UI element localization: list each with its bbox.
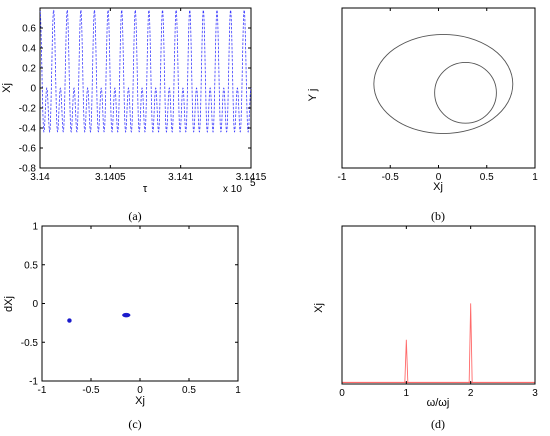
panel-b-caption: (b) [431, 209, 445, 223]
panel-d-xtick-label: 3 [532, 388, 538, 399]
panel-a-ylabel: Xj [1, 83, 13, 93]
panel-a-axes-frame [39, 7, 252, 169]
panel-c-xtick-label: -1 [38, 385, 47, 396]
panel-a-xtick-label: 3.1415 [236, 172, 267, 183]
panel-c-ytick-label: 1 [32, 222, 38, 233]
panel-c-xtick-label: 0.5 [182, 385, 196, 396]
panel-c-point-cluster [122, 312, 131, 318]
panel-b-series-group [373, 33, 514, 135]
panel-c-xtick-label: 0 [137, 385, 143, 396]
panel-d-xlabel: ω/ωj [427, 397, 450, 409]
panel-a-caption: (a) [128, 209, 141, 223]
panel-d-ylabel: Xj [313, 303, 325, 313]
panel-d-caption: (d) [431, 417, 445, 431]
panel-a-ytick-label: -0.8 [19, 164, 37, 175]
panel-a-xtick-label: 3.14 [30, 172, 50, 183]
panel-c-caption: (c) [128, 417, 141, 431]
panel-a: 3.14 3.1405 3.141 3.1415 0.6 0.4 0.2 0 -0.2 -0.4… [1, 7, 267, 223]
panel-b-inner-loop [434, 61, 497, 124]
panel-c-ytick-label: -0.5 [21, 338, 39, 349]
panel-a-series-group [39, 8, 252, 133]
panel-c-series-group [67, 312, 131, 323]
panel-a-ytick-label: 0 [30, 84, 36, 95]
panel-d-axes-frame [341, 225, 536, 385]
panel-d-series-group [342, 303, 535, 384]
panel-b-xlabel: Xj [433, 181, 443, 193]
panel-c-point-cluster [67, 318, 72, 323]
panel-a-ytick-label: 0.2 [22, 64, 36, 75]
panel-b-xtick-label: 0 [436, 172, 442, 183]
panel-d-xtick-label: 1 [404, 388, 410, 399]
panel-b-xtick-label: 0.5 [480, 172, 494, 183]
panel-d-xtick-label: 0 [339, 388, 345, 399]
panel-b-xtick-label: -0.5 [382, 172, 400, 183]
panel-c-axes-frame [41, 225, 239, 382]
panel-c-ytick-label: 0 [32, 299, 38, 310]
panel-b-xtick-label: -1 [338, 172, 347, 183]
panel-a-ytick-label: -0.4 [19, 124, 37, 135]
panel-a-ytick-label: 0.6 [22, 24, 36, 35]
panel-a-xtick-label: 3.141 [168, 172, 193, 183]
panel-d-xtick-label: 2 [468, 388, 474, 399]
panel-d-peak [404, 339, 409, 383]
panel-a-xtick-label: 3.1405 [95, 172, 126, 183]
panel-b-xtick-label: 1 [532, 172, 538, 183]
panel-c-ytick-label: 0.5 [24, 260, 38, 271]
panel-c-xtick-label: -0.5 [82, 385, 100, 396]
panel-a-x-multiplier-exponent: 5 [250, 178, 256, 189]
panel-c-xtick-label: 1 [235, 385, 241, 396]
panel-b-axes-frame [341, 7, 536, 169]
panel-a-ytick-group: 0.6 0.4 0.2 0 -0.2 -0.4 -0.6 -0.8 [19, 24, 251, 175]
panel-a-ytick-label: 0.4 [22, 44, 36, 55]
panel-b-ylabel: Y j [307, 89, 319, 102]
panel-a-ytick-label: -0.2 [19, 104, 37, 115]
panel-c: -1 -0.5 0 0.5 1 1 0.5 0 -0.5 -1 Xj dXj (c) [3, 222, 241, 432]
panel-d-peak [468, 303, 473, 383]
panel-c-ytick-group: 1 0.5 0 -0.5 -1 [21, 222, 238, 388]
panel-b: -1 -0.5 0 0.5 1 Xj Y j (b) [307, 7, 538, 223]
panel-c-ytick-label: -1 [29, 377, 38, 388]
panel-a-ytick-label: -0.6 [19, 144, 37, 155]
panel-a-xlabel: τ [143, 183, 148, 195]
panel-d-xtick-group: 0 1 2 3 [339, 226, 538, 399]
panel-a-x-multiplier: x 10 [223, 184, 242, 195]
panel-a-series-line [39, 8, 252, 133]
panel-c-ylabel: dXj [3, 296, 15, 312]
panel-d: 0 1 2 3 ω/ωj Xj (d) [313, 225, 538, 431]
panel-b-xtick-group: -1 -0.5 0 0.5 1 [338, 8, 538, 183]
panel-b-outer-loop [373, 33, 514, 135]
panel-c-xlabel: Xj [135, 395, 145, 407]
